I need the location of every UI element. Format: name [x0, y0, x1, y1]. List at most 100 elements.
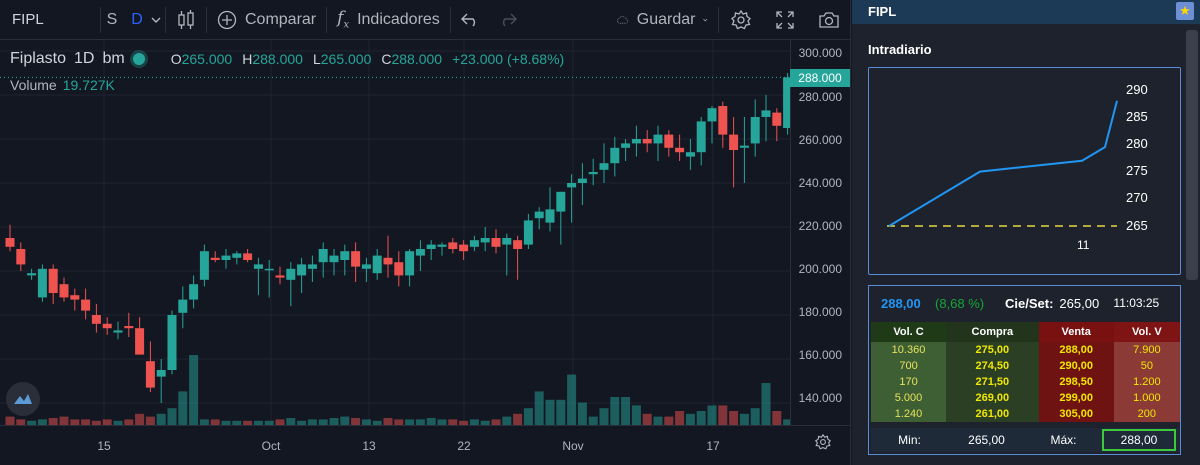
toolbar-divider: [165, 6, 166, 33]
volume-bars: [5, 355, 791, 425]
settings-button[interactable]: [719, 0, 763, 40]
candle: [70, 288, 80, 311]
vol-v-cell: 200: [1113, 406, 1180, 422]
price-axis-label: 200.000: [798, 262, 842, 276]
close-value: 288.000: [391, 51, 443, 67]
intraday-y-label: 270: [1126, 190, 1148, 205]
vol-c-cell: 10.360: [871, 342, 947, 358]
toolbar-divider: [326, 6, 328, 33]
candles-icon[interactable]: [166, 0, 206, 40]
candle: [275, 266, 285, 285]
legend-ohlc: O265.000 H288.000 L265.000 C288.000 +23.…: [171, 51, 564, 67]
volume-legend: Volume 19.727K: [10, 77, 115, 93]
time-axis-label: Oct: [261, 439, 281, 453]
price-axis-label: 260.000: [798, 133, 842, 147]
cloud-icon: [617, 15, 629, 23]
volume-bar: [81, 419, 91, 425]
candle: [372, 249, 382, 280]
price-chart[interactable]: [0, 40, 791, 425]
col-vol-c: Vol. C: [871, 322, 947, 342]
compare-button[interactable]: Comparar: [207, 0, 326, 40]
panel-scrollbar[interactable]: [1186, 30, 1198, 280]
candle: [318, 242, 328, 278]
toolbar-divider: [206, 6, 207, 33]
candle-body: [469, 240, 479, 247]
candle-body: [156, 370, 166, 377]
camera-icon: [819, 11, 839, 28]
interval-dropdown-icon[interactable]: [151, 0, 165, 40]
candle: [502, 233, 512, 276]
candle: [178, 286, 188, 329]
candle: [491, 229, 501, 254]
candle: [685, 139, 695, 170]
volume-bar: [696, 411, 706, 425]
low-label: L: [312, 51, 321, 67]
candle: [750, 99, 760, 157]
compra-cell: 274,50: [946, 358, 1039, 374]
col-vol-v: Vol. V: [1113, 322, 1180, 342]
volume-bar: [5, 416, 15, 425]
last-price: 288,00: [881, 295, 921, 311]
volume-bar: [545, 399, 555, 425]
quote-time: 11:03:25: [1113, 296, 1160, 310]
vol-v-cell: 7.900: [1113, 342, 1180, 358]
volume-bar: [739, 413, 749, 425]
high-value: 288.000: [252, 51, 303, 67]
redo-button[interactable]: [489, 0, 527, 40]
candle-body: [761, 110, 771, 117]
candle-body: [232, 253, 242, 258]
time-axis-label: 22: [457, 439, 471, 453]
candle-body: [772, 112, 782, 126]
candle: [113, 321, 123, 340]
candle-body: [361, 264, 371, 269]
indicators-button[interactable]: fx Indicadores: [327, 0, 450, 40]
volume-bar: [37, 419, 47, 425]
fullscreen-button[interactable]: [763, 0, 807, 40]
candle-body: [394, 262, 404, 276]
price-axis-label: 300.000: [798, 46, 842, 60]
tradingview-logo-icon[interactable]: [6, 382, 40, 416]
candle: [729, 117, 739, 188]
price-axis[interactable]: 300.000 280.000 260.000 240.000 220.000 …: [790, 40, 850, 425]
save-button[interactable]: Guardar: [606, 0, 718, 40]
intraday-y-label: 290: [1126, 82, 1148, 97]
axis-settings-icon[interactable]: [814, 433, 832, 455]
volume-bar: [718, 405, 728, 425]
undo-button[interactable]: [451, 0, 489, 40]
candle-body: [27, 273, 37, 276]
vol-c-cell: 170: [871, 374, 947, 390]
chart-pane[interactable]: FIPL S D Comparar fx Indicadores: [0, 0, 851, 465]
candle: [480, 227, 490, 252]
candle-body: [16, 249, 26, 265]
candle-body: [718, 106, 728, 135]
quote-header: 288,00 (8,68 %) Cie/Set: 265,00 11:03:25: [869, 286, 1180, 320]
candle-body: [556, 191, 566, 212]
snapshot-button[interactable]: [807, 0, 851, 40]
time-axis[interactable]: 15 Oct 13 22 Nov 17: [0, 425, 851, 465]
max-label: Máx:: [1050, 433, 1077, 447]
candle: [232, 251, 242, 265]
candle-body: [750, 117, 760, 144]
last-price-tag: 288.000: [790, 69, 850, 87]
volume-bar: [199, 419, 209, 425]
interval-s-button[interactable]: S: [101, 0, 123, 40]
candle: [307, 255, 317, 282]
price-axis-label: 280.000: [798, 90, 842, 104]
venta-cell: 305,00: [1038, 406, 1114, 422]
candle: [577, 163, 587, 205]
volume-bar: [631, 405, 641, 425]
volume-bar: [16, 419, 26, 425]
compra-cell: 261,00: [946, 406, 1039, 422]
candle: [124, 312, 134, 337]
plus-circle-icon: [217, 10, 237, 29]
interval-d-button[interactable]: D: [123, 0, 151, 40]
symbol-search-button[interactable]: FIPL: [0, 0, 100, 40]
favorite-star-icon[interactable]: ★: [1176, 2, 1194, 20]
candle-body: [588, 172, 598, 175]
order-book-row: 170 271,50 298,50 1.200: [871, 374, 1180, 390]
volume-bar: [750, 408, 760, 425]
candle-body: [426, 244, 436, 249]
volume-bar: [361, 419, 371, 425]
candle-body: [707, 108, 717, 122]
